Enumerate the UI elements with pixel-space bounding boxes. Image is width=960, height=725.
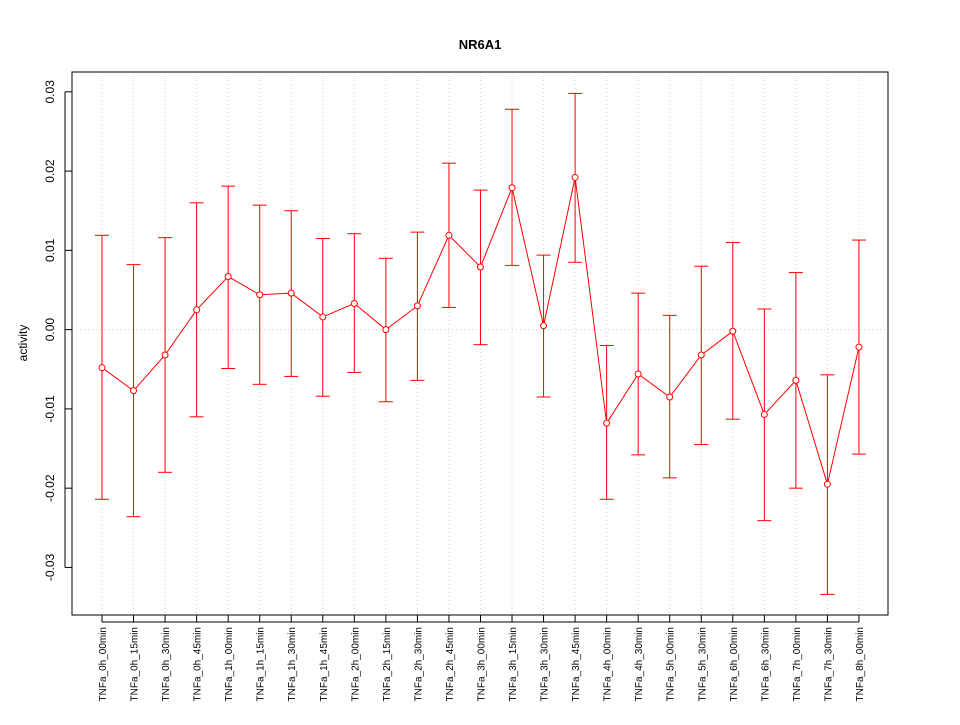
x-tick-label: TNFa_4h_30min [634, 627, 645, 701]
x-tick-label: TNFa_0h_00min [98, 627, 109, 701]
data-point [224, 273, 232, 281]
y-tick-label: 0.00 [43, 318, 57, 342]
data-point [697, 351, 705, 359]
y-tick-label: -0.03 [43, 553, 57, 581]
data-point [729, 327, 737, 335]
data-point [476, 263, 484, 271]
data-points [98, 173, 863, 488]
x-tick-label: TNFa_2h_15min [382, 627, 393, 701]
x-tick-label: TNFa_8h_00min [855, 627, 866, 701]
x-tick-label: TNFa_6h_30min [760, 627, 771, 701]
data-point [666, 393, 674, 401]
data-point [540, 322, 548, 330]
y-tick-label: -0.01 [43, 395, 57, 423]
x-tick-label: TNFa_3h_15min [508, 627, 519, 701]
data-point [98, 364, 106, 372]
data-point [571, 173, 579, 181]
x-tick-label: TNFa_0h_45min [193, 627, 204, 701]
y-tick-label: 0.01 [43, 238, 57, 262]
x-tick-label: TNFa_1h_00min [224, 627, 235, 701]
x-tick-label: TNFa_1h_15min [256, 627, 267, 701]
x-tick-label: TNFa_0h_30min [161, 627, 172, 701]
data-point [350, 299, 358, 307]
data-point [382, 326, 390, 334]
data-point [508, 184, 516, 192]
data-point [855, 343, 863, 351]
x-tick-label: TNFa_2h_45min [445, 627, 456, 701]
x-tick-label: TNFa_6h_00min [729, 627, 740, 701]
data-point [634, 370, 642, 378]
x-tick-label: TNFa_1h_45min [319, 627, 330, 701]
x-axis: TNFa_0h_00min TNFa_0h_15min TNFa_0h_30min T… [98, 615, 866, 701]
x-tick-label: TNFa_7h_00min [792, 627, 803, 701]
x-tick-label: TNFa_3h_30min [540, 627, 551, 701]
data-point [287, 289, 295, 297]
y-tick-label: 0.02 [43, 159, 57, 183]
data-point [319, 313, 327, 321]
data-point [130, 387, 138, 395]
data-point [823, 480, 831, 488]
x-tick-label: TNFa_4h_00min [603, 627, 614, 701]
x-tick-label: TNFa_1h_30min [287, 627, 298, 701]
x-tick-label: TNFa_3h_00min [476, 627, 487, 701]
data-point [760, 410, 768, 418]
data-point [792, 376, 800, 384]
chart-title: NR6A1 [459, 37, 502, 52]
data-point [193, 306, 201, 314]
x-tick-label: TNFa_5h_30min [697, 627, 708, 701]
y-axis-label: activity [16, 325, 30, 362]
data-point [445, 231, 453, 239]
y-tick-label: -0.02 [43, 474, 57, 502]
x-tick-label: TNFa_2h_30min [413, 627, 424, 701]
y-tick-label: 0.03 [43, 80, 57, 104]
data-point [161, 351, 169, 359]
y-axis: -0.03 -0.02 -0.01 0.00 0.01 0.02 0.03 [43, 80, 72, 581]
x-tick-label: TNFa_3h_45min [571, 627, 582, 701]
data-point [603, 419, 611, 427]
grid-lines [72, 72, 888, 615]
data-point [256, 291, 264, 299]
x-tick-label: TNFa_0h_15min [130, 627, 141, 701]
data-point [413, 302, 421, 310]
x-tick-label: TNFa_2h_00min [350, 627, 361, 701]
x-tick-label: TNFa_5h_00min [666, 627, 677, 701]
x-tick-label: TNFa_7h_30min [823, 627, 834, 701]
